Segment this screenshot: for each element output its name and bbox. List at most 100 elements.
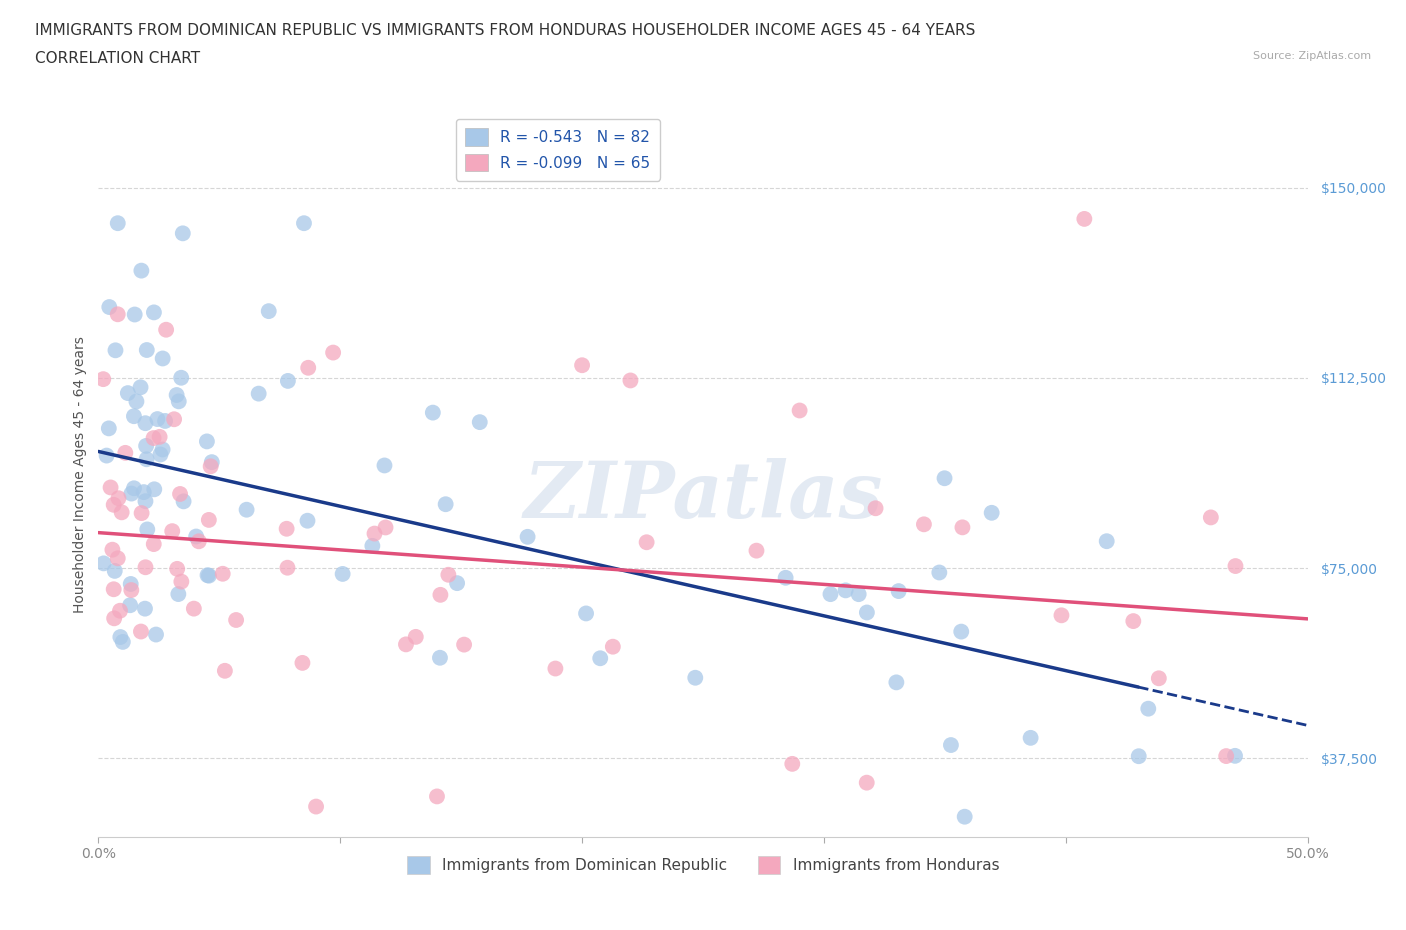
Point (589, 651, 612, 666)
Point (135, 438, 157, 453)
Point (122, 481, 145, 496)
Point (107, 216, 129, 231)
Point (170, 574, 193, 589)
Point (131, 263, 153, 278)
Point (129, 379, 152, 394)
Point (142, 537, 165, 551)
Point (134, 560, 156, 575)
Point (1147, 671, 1170, 685)
Point (97, 421, 120, 436)
Point (928, 565, 950, 580)
Point (1122, 614, 1144, 629)
Point (247, 386, 270, 401)
Point (422, 405, 444, 420)
Point (1073, 211, 1095, 226)
Point (120, 486, 142, 501)
Point (129, 624, 152, 639)
Point (145, 627, 167, 642)
Point (166, 562, 188, 577)
Point (110, 630, 132, 644)
Point (405, 630, 427, 644)
Point (117, 386, 139, 401)
Point (297, 360, 319, 375)
Point (363, 526, 385, 541)
Point (200, 458, 222, 473)
Point (235, 502, 257, 517)
Point (820, 587, 842, 602)
Point (225, 613, 247, 628)
Point (107, 551, 129, 565)
Point (101, 542, 124, 557)
Point (201, 455, 224, 470)
Point (939, 737, 962, 752)
Point (305, 799, 328, 814)
Point (685, 671, 707, 685)
Point (602, 639, 624, 654)
Point (322, 345, 344, 360)
Point (297, 513, 319, 528)
Point (146, 412, 169, 427)
Point (374, 520, 396, 535)
Point (855, 776, 877, 790)
Point (170, 370, 193, 385)
Point (187, 534, 209, 549)
Y-axis label: Householder Income Ages 45 - 64 years: Householder Income Ages 45 - 64 years (73, 336, 87, 613)
Point (173, 494, 195, 509)
Point (636, 535, 658, 550)
Point (142, 305, 165, 320)
Point (789, 403, 811, 418)
Point (166, 388, 188, 403)
Point (120, 598, 142, 613)
Point (135, 342, 157, 357)
Point (103, 582, 125, 597)
Point (169, 486, 191, 501)
Point (446, 576, 468, 591)
Point (886, 675, 908, 690)
Point (93, 556, 115, 571)
Point (429, 650, 451, 665)
Point (291, 656, 314, 671)
Point (186, 529, 208, 544)
Point (108, 604, 131, 618)
Point (745, 543, 768, 558)
Point (167, 587, 190, 602)
Legend: Immigrants from Dominican Republic, Immigrants from Honduras: Immigrants from Dominican Republic, Immi… (401, 850, 1005, 880)
Point (887, 584, 910, 599)
Point (453, 637, 475, 652)
Point (124, 307, 146, 322)
Point (134, 601, 156, 616)
Point (468, 415, 491, 430)
Point (1199, 510, 1222, 525)
Point (149, 447, 172, 462)
Point (104, 343, 127, 358)
Point (120, 582, 142, 597)
Point (91, 372, 114, 387)
Point (96, 448, 118, 463)
Point (162, 524, 184, 538)
Point (104, 564, 127, 578)
Point (163, 412, 186, 427)
Point (257, 304, 280, 319)
Point (111, 634, 134, 649)
Point (950, 624, 973, 639)
Point (395, 637, 418, 652)
Point (782, 756, 804, 771)
Point (834, 583, 856, 598)
Point (103, 498, 125, 512)
Point (152, 442, 174, 457)
Point (197, 568, 219, 583)
Point (848, 587, 870, 602)
Point (952, 520, 974, 535)
Point (125, 394, 148, 409)
Point (276, 560, 298, 575)
Point (1225, 559, 1247, 574)
Point (276, 522, 298, 537)
Point (198, 512, 221, 527)
Point (214, 663, 236, 678)
Point (619, 373, 641, 388)
Point (980, 505, 1002, 520)
Point (195, 434, 218, 449)
Point (1137, 701, 1160, 716)
Point (107, 307, 129, 322)
Point (135, 452, 157, 467)
